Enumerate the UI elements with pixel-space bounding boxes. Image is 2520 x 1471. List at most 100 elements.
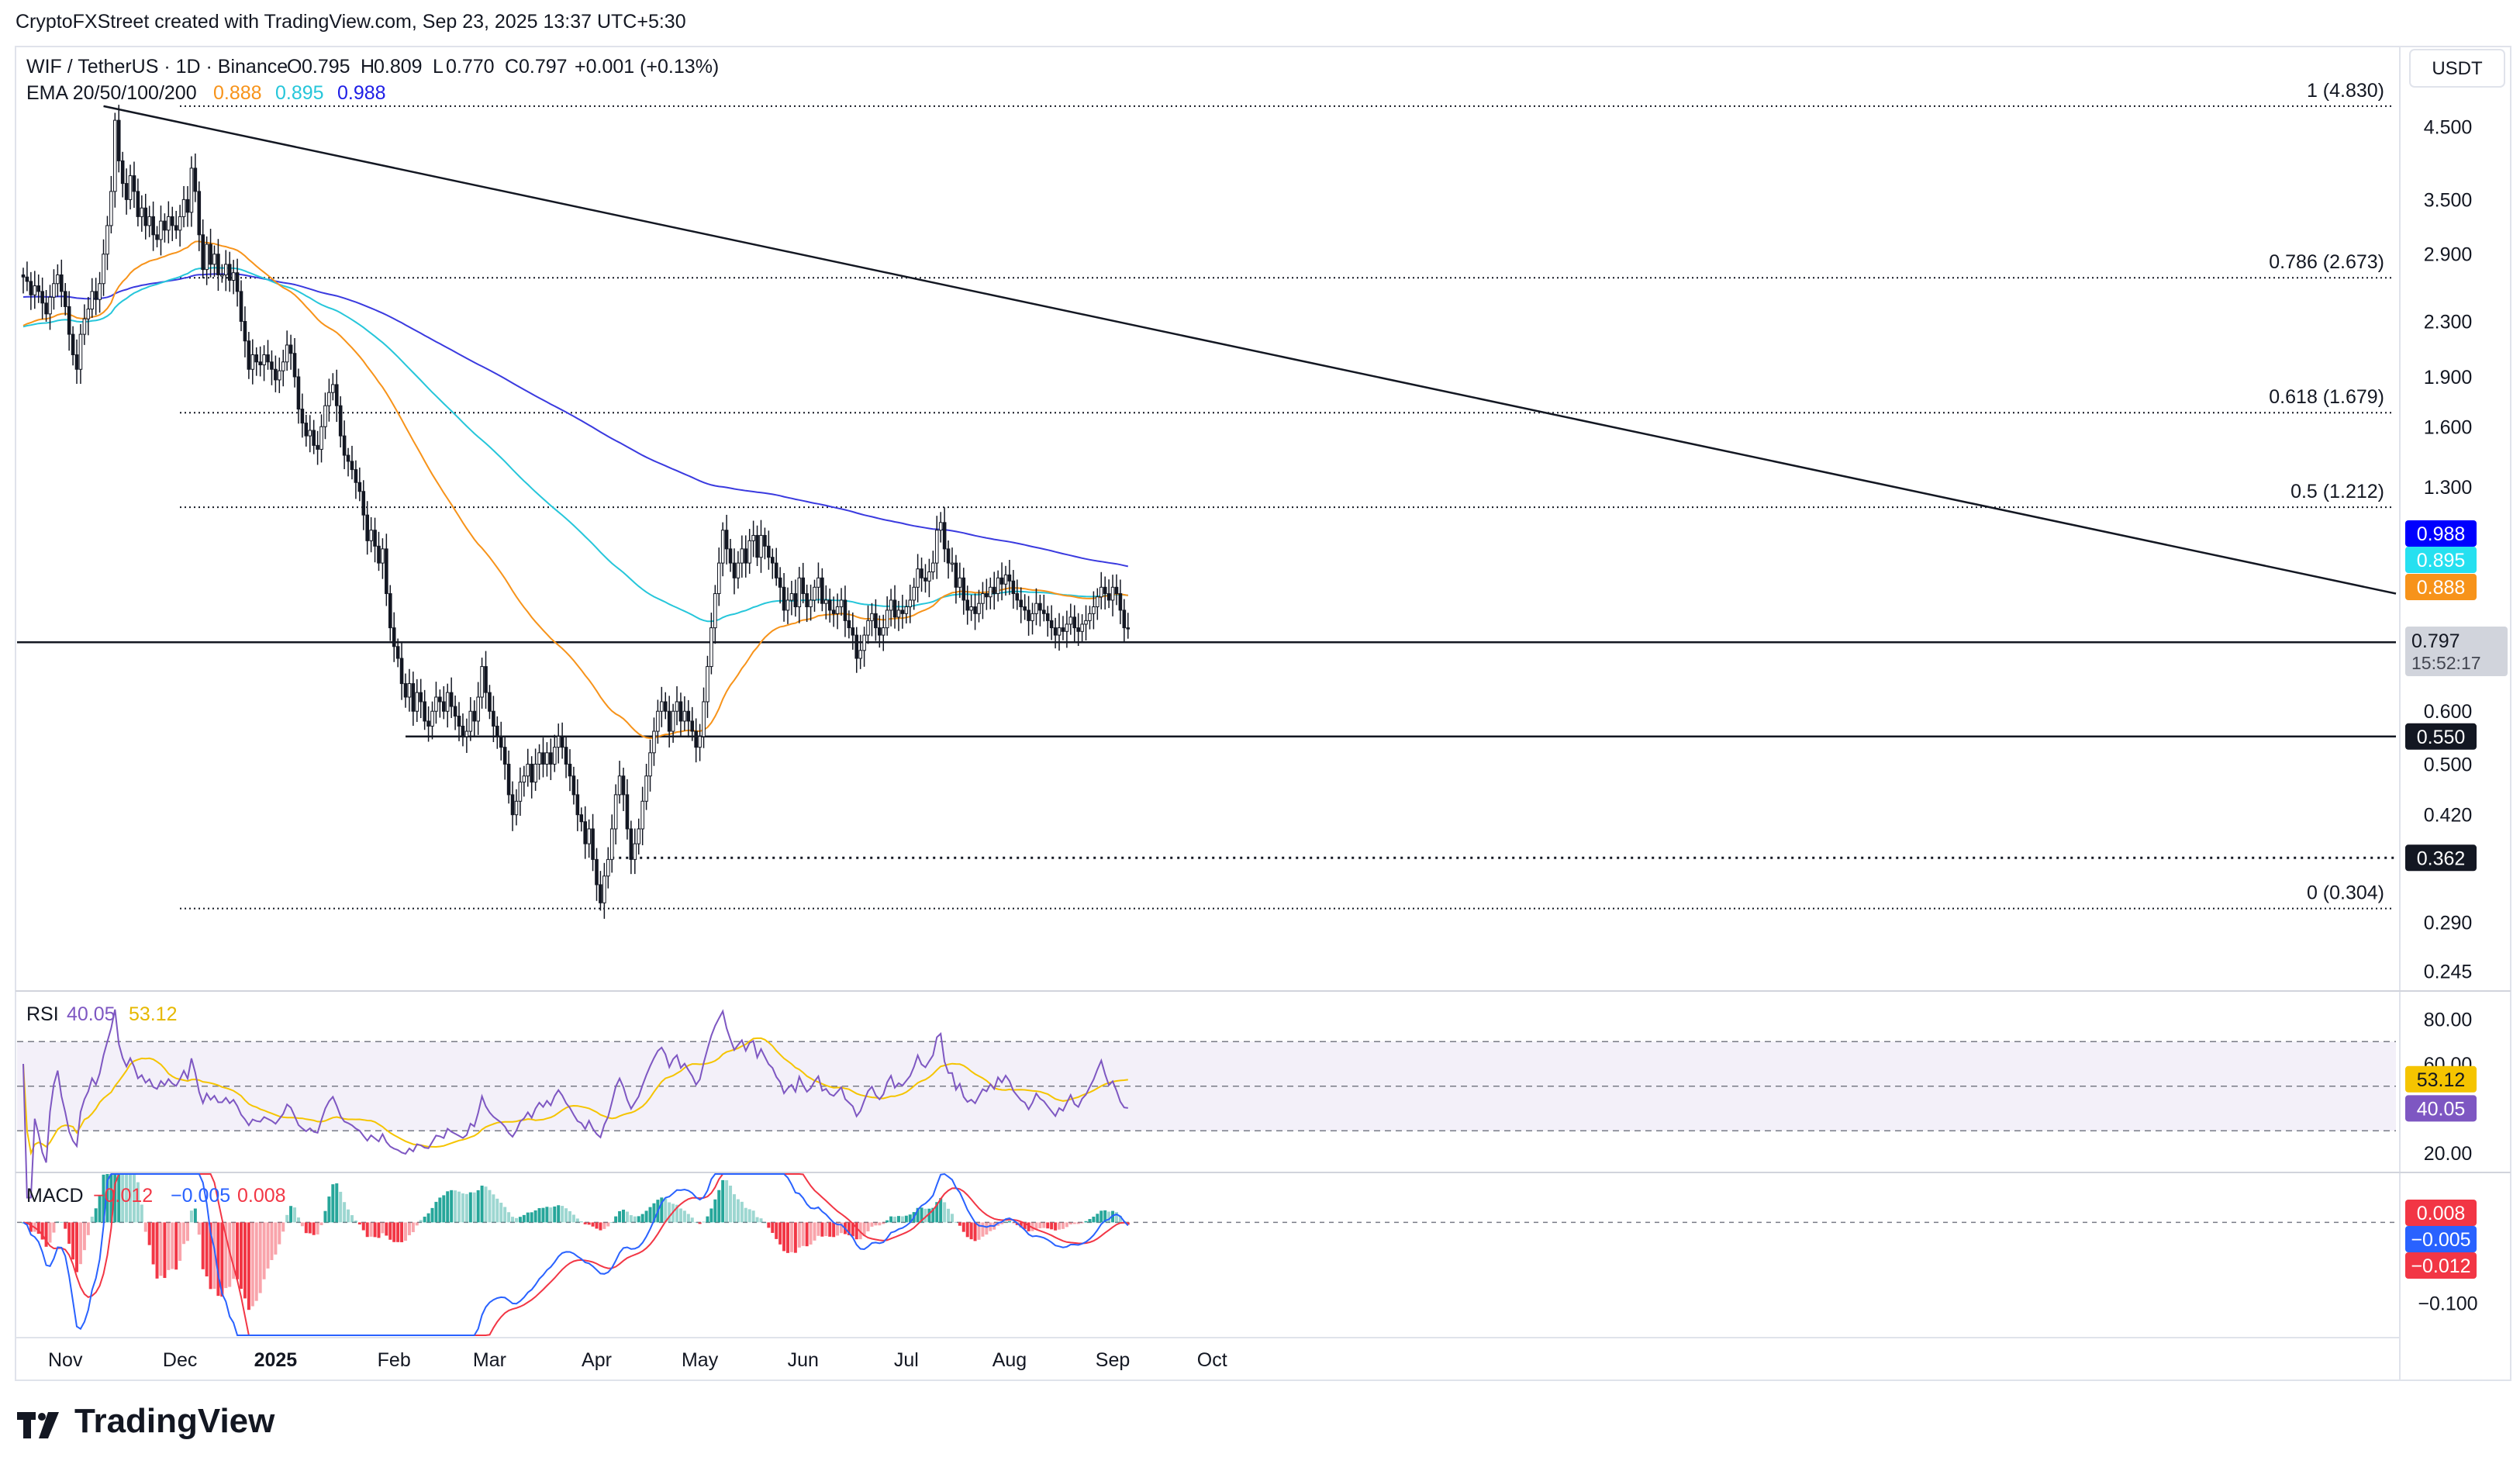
candle-up [652, 730, 656, 754]
macd-histogram-bar [896, 1216, 900, 1223]
macd-histogram-bar [759, 1218, 763, 1223]
ohlc-legend: O 0.795 H0.809 L 0.770 C 0.797 +0.001 (+0.13%) [287, 56, 719, 78]
macd-histogram-bar [969, 1222, 973, 1240]
tradingview-logo-icon [17, 1408, 64, 1438]
macd-histogram-bar [232, 1222, 236, 1279]
macd-histogram-bar [113, 1174, 117, 1223]
macd-histogram-bar [579, 1221, 583, 1223]
candle-down [1122, 609, 1127, 629]
macd-histogram-bar [236, 1222, 240, 1279]
candle-up [996, 577, 1000, 595]
candle-up [675, 701, 679, 712]
candle-down [63, 291, 67, 307]
candle-up [327, 392, 331, 406]
macd-histogram-bar [143, 1222, 147, 1232]
candle-down [36, 285, 41, 292]
rsi-title[interactable]: RSI [26, 1003, 59, 1025]
ema-line-ema50 [22, 240, 1128, 740]
macd-title[interactable]: MACD [26, 1185, 84, 1207]
ema-label[interactable]: EMA 20/50/100/200 [26, 82, 197, 104]
candle-down [728, 548, 733, 564]
macd-histogram-bar [423, 1217, 426, 1223]
macd-histogram-bar [747, 1209, 751, 1223]
price-tick-label: 2.900 [2424, 244, 2473, 266]
macd-histogram-bar [530, 1212, 533, 1223]
macd-histogram-bar [889, 1216, 893, 1223]
macd-histogram-bar [736, 1199, 740, 1223]
ohlc-value-l: 0.770 [446, 56, 495, 78]
candle-up [881, 627, 885, 636]
macd-histogram-bar [48, 1222, 52, 1243]
macd-histogram-bar [1072, 1222, 1076, 1224]
macd-histogram-bar [820, 1222, 824, 1237]
candle-down [155, 234, 159, 240]
candle-down [744, 548, 748, 564]
macd-badge-label: −0.012 [2411, 1255, 2470, 1277]
macd-histogram-bar [316, 1222, 319, 1234]
macd-badge [2405, 1252, 2477, 1279]
candle-up [220, 274, 224, 277]
candle-down [193, 167, 198, 192]
candle-down [457, 716, 461, 727]
macd-histogram-bar [308, 1222, 312, 1234]
ema-price-badge [2405, 574, 2477, 600]
macd-histogram-bar [167, 1222, 171, 1270]
macd-histogram-bar [98, 1196, 102, 1223]
candle-up [545, 752, 549, 765]
candle-down [94, 291, 98, 300]
candle-down [312, 430, 316, 446]
candle-down [763, 534, 767, 547]
macd-histogram-bar [1023, 1222, 1027, 1229]
candle-down [71, 333, 75, 356]
macd-histogram-bar [365, 1222, 369, 1238]
candle-up [98, 283, 102, 300]
candle-up [602, 875, 606, 903]
macd-histogram-bar [870, 1222, 874, 1227]
macd-histogram-bar [1096, 1214, 1099, 1223]
macd-histogram-bar [1042, 1222, 1046, 1228]
candle-up [518, 782, 523, 802]
macd-histogram-bar [347, 1209, 350, 1223]
candle-down [453, 706, 457, 717]
candle-down [847, 620, 851, 629]
symbol-title[interactable]: WIF / TetherUS · 1D · Binance [26, 56, 288, 78]
rsi-ma-badge [2405, 1065, 2477, 1093]
candle-down [143, 207, 148, 226]
ohlc-key-l: L [433, 56, 444, 78]
candle-down [334, 384, 339, 406]
macd-histogram-bar [575, 1218, 579, 1223]
currency-button[interactable] [2409, 49, 2505, 88]
candle-up [430, 710, 434, 727]
change-value: +0.001 (+0.13%) [575, 56, 719, 78]
macd-histogram-bar [755, 1217, 759, 1223]
macd-histogram-bar [771, 1222, 775, 1233]
macd-histogram-bar [132, 1174, 136, 1223]
macd-histogram-bar [339, 1191, 343, 1223]
rsi-tick-label: 80.00 [2424, 1010, 2473, 1031]
macd-histogram-bar [331, 1184, 335, 1223]
time-tick-label: Nov [48, 1349, 83, 1371]
ema-line-ema200 [22, 273, 1129, 568]
macd-histogram-bar [254, 1222, 258, 1301]
candle-up [587, 828, 591, 844]
candle-down [25, 276, 29, 282]
candle-up [969, 606, 973, 611]
candle-down [346, 454, 350, 462]
candle-down [946, 548, 951, 564]
tradingview-logo[interactable]: TradingView [17, 1402, 274, 1441]
macd-histogram-bar [109, 1174, 113, 1223]
rsi-ma-value: 53.12 [129, 1003, 178, 1025]
macd-histogram-bar [908, 1214, 912, 1223]
time-tick-label: Jun [788, 1349, 819, 1371]
candle-up [896, 609, 901, 618]
candle-down [770, 557, 775, 564]
candle-up [128, 175, 133, 200]
macd-histogram-bar [503, 1207, 507, 1223]
time-tick-label: Mar [473, 1349, 506, 1371]
macd-value: −0.012 [93, 1185, 153, 1207]
candle-up [713, 593, 717, 629]
candle-down [1053, 627, 1058, 636]
macd-histogram-bar [151, 1222, 155, 1265]
macd-histogram-bar [1103, 1210, 1107, 1223]
